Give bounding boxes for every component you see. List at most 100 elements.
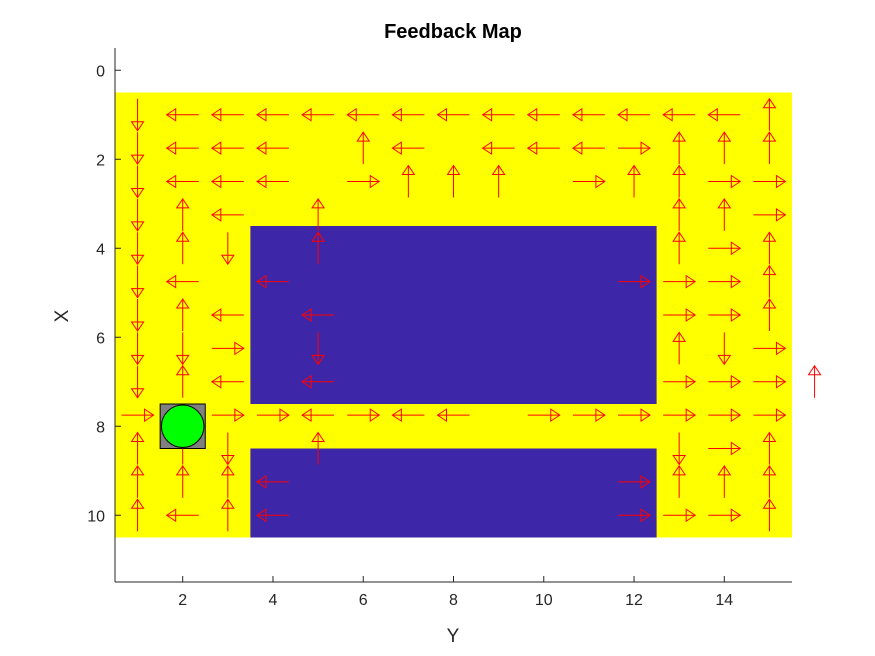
arrow-head bbox=[640, 474, 651, 489]
arrow-head bbox=[175, 364, 190, 376]
policy-arrow bbox=[130, 365, 145, 399]
arrow-head bbox=[130, 498, 145, 509]
arrow-head bbox=[175, 231, 190, 242]
policy-arrow bbox=[707, 107, 741, 122]
policy-arrow bbox=[220, 498, 235, 532]
policy-arrow bbox=[762, 264, 777, 298]
policy-arrow bbox=[391, 141, 425, 156]
x-tick-label: 6 bbox=[359, 592, 368, 609]
arrow-head bbox=[762, 231, 777, 242]
policy-arrow bbox=[175, 231, 190, 265]
policy-arrow bbox=[753, 374, 787, 389]
arrow-head bbox=[130, 431, 145, 442]
arrow-head bbox=[481, 141, 493, 156]
policy-arrow bbox=[762, 498, 777, 532]
arrow-head bbox=[730, 241, 742, 256]
y-tick-label: 2 bbox=[96, 152, 105, 169]
policy-arrow bbox=[762, 464, 777, 498]
policy-arrow bbox=[220, 232, 235, 266]
arrow-head bbox=[256, 508, 267, 523]
arrow-head bbox=[717, 197, 732, 209]
policy-arrow bbox=[663, 274, 697, 289]
y-tick-label: 4 bbox=[96, 241, 105, 258]
arrow-head bbox=[256, 274, 267, 289]
arrow-head bbox=[369, 408, 381, 423]
arrow-head bbox=[662, 107, 673, 122]
policy-arrow bbox=[762, 298, 777, 331]
arrow-head bbox=[775, 341, 787, 356]
arrow-head bbox=[220, 254, 235, 266]
policy-arrow bbox=[708, 374, 742, 389]
policy-arrow bbox=[708, 508, 742, 523]
policy-arrow bbox=[491, 164, 506, 198]
policy-arrow bbox=[311, 332, 326, 366]
policy-arrow bbox=[356, 131, 371, 165]
arrow-head bbox=[210, 141, 222, 156]
policy-arrow bbox=[753, 408, 787, 423]
arrow-head bbox=[672, 197, 687, 209]
arrow-head bbox=[436, 107, 447, 122]
policy-arrow bbox=[436, 107, 470, 122]
arrow-head bbox=[311, 231, 326, 242]
arrow-head bbox=[391, 408, 402, 423]
policy-arrow bbox=[672, 164, 687, 198]
policy-arrow bbox=[663, 374, 697, 389]
policy-arrows bbox=[121, 97, 822, 532]
arrow-head bbox=[401, 164, 416, 175]
arrow-head bbox=[130, 321, 145, 332]
policy-arrow bbox=[717, 332, 732, 366]
arrow-head bbox=[436, 408, 447, 423]
arrow-head bbox=[256, 474, 267, 489]
arrow-head bbox=[685, 374, 697, 389]
arrow-head bbox=[210, 174, 222, 189]
arrow-head bbox=[762, 431, 777, 442]
arrow-head bbox=[220, 464, 235, 476]
policy-arrow bbox=[301, 408, 335, 423]
arrow-head bbox=[130, 221, 145, 232]
policy-arrow bbox=[572, 174, 606, 189]
policy-arrow bbox=[130, 498, 145, 532]
arrow-head bbox=[717, 354, 732, 366]
policy-arrow bbox=[301, 308, 335, 322]
arrow-head bbox=[165, 508, 177, 523]
x-axis-label: Y bbox=[447, 626, 460, 647]
policy-arrow bbox=[708, 308, 742, 322]
policy-arrow bbox=[165, 174, 199, 189]
policy-arrow bbox=[618, 508, 651, 523]
policy-arrow bbox=[627, 164, 641, 198]
arrow-head bbox=[391, 141, 402, 156]
y-axis-label: X bbox=[52, 309, 73, 322]
policy-arrow bbox=[210, 308, 244, 322]
arrow-head bbox=[130, 121, 145, 132]
arrow-head bbox=[775, 374, 787, 389]
arrow-head bbox=[279, 408, 290, 423]
arrow-head bbox=[775, 174, 787, 189]
y-tick-label: 0 bbox=[96, 63, 105, 80]
policy-arrow bbox=[347, 408, 381, 423]
arrow-head bbox=[165, 141, 177, 156]
policy-arrow bbox=[572, 408, 606, 423]
arrow-head bbox=[550, 408, 561, 423]
arrow-head bbox=[762, 298, 777, 309]
policy-arrow bbox=[347, 174, 381, 189]
obstacle-2 bbox=[250, 448, 657, 538]
chart-title: Feedback Map bbox=[384, 21, 522, 43]
policy-arrow bbox=[256, 508, 289, 523]
policy-arrow bbox=[672, 464, 687, 498]
arrow-head bbox=[685, 508, 697, 523]
arrow-head bbox=[775, 408, 787, 423]
policy-arrow bbox=[130, 332, 145, 366]
policy-arrow bbox=[130, 431, 145, 465]
policy-arrow bbox=[618, 474, 651, 489]
policy-arrow bbox=[210, 107, 244, 122]
policy-arrow bbox=[256, 408, 290, 423]
arrow-head bbox=[717, 131, 732, 142]
policy-arrow bbox=[391, 408, 425, 423]
policy-arrow bbox=[526, 107, 560, 122]
y-tick-label: 6 bbox=[96, 330, 105, 347]
arrow-head bbox=[144, 408, 155, 423]
arrow-head bbox=[571, 141, 583, 156]
arrow-head bbox=[672, 455, 687, 466]
policy-arrow bbox=[220, 464, 235, 498]
policy-arrow bbox=[753, 207, 787, 222]
